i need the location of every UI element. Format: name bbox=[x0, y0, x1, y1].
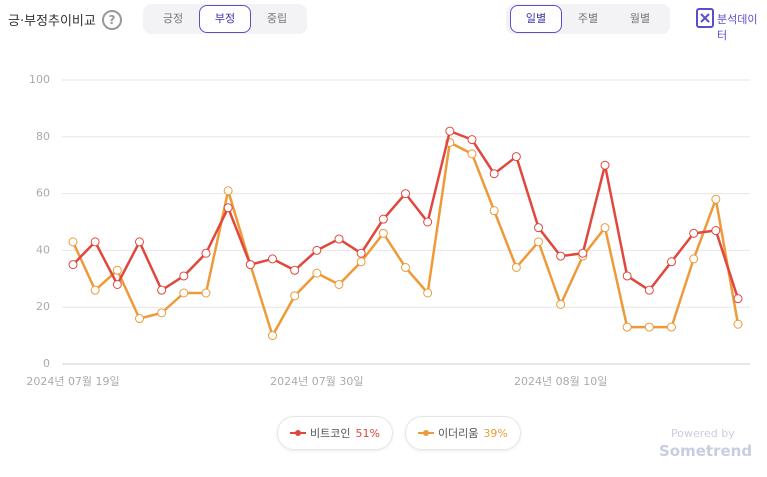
data-point bbox=[733, 294, 743, 304]
data-point bbox=[290, 291, 300, 301]
data-point bbox=[179, 288, 189, 298]
data-point bbox=[556, 251, 566, 261]
data-point bbox=[423, 217, 433, 227]
data-point bbox=[511, 262, 521, 272]
x-tick-label: 2024년 07월 19일 bbox=[26, 374, 119, 388]
legend-label: 비트코인 bbox=[310, 427, 351, 440]
data-point bbox=[245, 260, 255, 270]
data-point bbox=[534, 237, 543, 247]
data-point bbox=[733, 319, 743, 329]
data-point bbox=[157, 285, 167, 295]
data-point bbox=[312, 268, 322, 278]
y-tick-label: 40 bbox=[36, 243, 50, 256]
data-point bbox=[334, 279, 344, 289]
data-point bbox=[711, 194, 721, 204]
data-point bbox=[223, 186, 233, 196]
data-point bbox=[667, 322, 676, 332]
data-point bbox=[445, 126, 455, 136]
chart: 0 20 40 60 80 100 2024년 07월 19일 2024년 07월 30일 20… bbox=[26, 73, 750, 388]
tab[interactable]: 중립 bbox=[266, 12, 288, 25]
brand: Sometrend bbox=[659, 442, 753, 460]
y-tick-label: 20 bbox=[36, 300, 50, 313]
data-point bbox=[268, 254, 277, 264]
data-point bbox=[644, 322, 654, 332]
data-point bbox=[356, 248, 366, 258]
data-point bbox=[622, 322, 632, 332]
legend-label: 이더리움 bbox=[437, 427, 479, 440]
sentiment-tabs: 긍정 부정 중립 bbox=[143, 4, 307, 34]
series-line bbox=[72, 129, 740, 300]
legend-item[interactable]: 이더리움 39% bbox=[404, 416, 521, 450]
data-point bbox=[423, 288, 433, 298]
data-point bbox=[600, 223, 610, 233]
data-point bbox=[401, 262, 410, 272]
data-point bbox=[401, 189, 410, 199]
data-point bbox=[667, 257, 676, 267]
x-tick-label: 2024년 07월 30일 bbox=[270, 374, 363, 388]
excel-icon[interactable] bbox=[696, 8, 714, 28]
tab[interactable]: 부정 bbox=[199, 5, 251, 33]
data-point bbox=[556, 299, 566, 309]
title: 긍·부정추이비교 bbox=[8, 14, 96, 29]
data-point bbox=[600, 160, 610, 170]
data-point bbox=[689, 254, 699, 264]
data-point bbox=[157, 308, 167, 318]
data-point bbox=[578, 248, 588, 258]
data-point bbox=[467, 135, 477, 145]
data-point bbox=[179, 271, 189, 281]
data-point bbox=[711, 226, 721, 236]
legend-icon bbox=[290, 430, 306, 436]
data-point bbox=[622, 271, 632, 281]
data-point bbox=[644, 285, 654, 295]
tab[interactable]: 일별 bbox=[510, 5, 562, 33]
tab[interactable]: 주별 bbox=[577, 12, 599, 25]
data-point bbox=[356, 257, 366, 267]
tab[interactable]: 월별 bbox=[629, 12, 651, 25]
data-point bbox=[68, 237, 78, 247]
powered-by: Powered by bbox=[671, 427, 735, 440]
export-link[interactable]: 분석데이터 bbox=[717, 13, 758, 42]
data-point bbox=[68, 260, 78, 270]
data-point bbox=[378, 228, 388, 238]
y-tick-label: 80 bbox=[36, 130, 50, 143]
legend-share: 39% bbox=[483, 426, 508, 440]
legend: 비트코인 51% 이더리움 39% bbox=[277, 416, 521, 450]
data-point bbox=[90, 237, 100, 247]
data-point bbox=[201, 288, 211, 298]
series-line bbox=[71, 141, 740, 337]
data-point bbox=[312, 245, 322, 255]
y-tick-label: 100 bbox=[29, 73, 50, 86]
data-point bbox=[290, 265, 300, 275]
data-point bbox=[378, 214, 388, 224]
tab[interactable]: 긍정 bbox=[162, 12, 184, 25]
y-tick-label: 0 bbox=[43, 357, 50, 370]
data-point bbox=[112, 279, 122, 289]
data-point bbox=[90, 285, 100, 295]
x-tick-label: 2024년 08월 10일 bbox=[514, 374, 607, 388]
data-point bbox=[489, 169, 499, 179]
data-point bbox=[268, 331, 277, 341]
data-point bbox=[135, 237, 144, 247]
data-point bbox=[467, 149, 477, 159]
y-tick-label: 60 bbox=[36, 187, 50, 200]
legend-item[interactable]: 비트코인 51% bbox=[277, 416, 393, 450]
legend-icon bbox=[417, 430, 434, 436]
data-point bbox=[534, 223, 543, 233]
period-tabs: 일별 주별 월별 bbox=[506, 4, 670, 34]
data-point bbox=[689, 228, 699, 238]
legend-share: 51% bbox=[355, 426, 380, 440]
data-point bbox=[511, 152, 521, 162]
data-point bbox=[334, 234, 344, 244]
data-point bbox=[201, 248, 211, 258]
data-point bbox=[135, 314, 144, 324]
help-icon[interactable]: ? bbox=[102, 10, 122, 30]
data-point bbox=[489, 206, 499, 216]
data-point bbox=[112, 265, 122, 275]
data-point bbox=[223, 203, 233, 213]
